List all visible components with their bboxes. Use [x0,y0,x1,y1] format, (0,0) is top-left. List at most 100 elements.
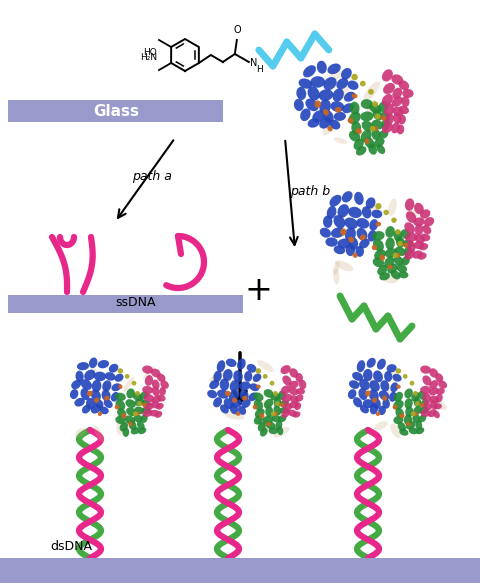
Ellipse shape [430,395,439,403]
Ellipse shape [211,370,227,383]
Ellipse shape [375,114,381,120]
Ellipse shape [310,90,328,100]
Ellipse shape [346,244,355,256]
Ellipse shape [142,403,146,408]
Text: path a: path a [132,170,172,183]
Ellipse shape [329,195,342,206]
Ellipse shape [394,392,403,402]
Ellipse shape [323,118,335,135]
Ellipse shape [430,399,447,410]
Ellipse shape [363,82,380,101]
Ellipse shape [282,375,291,385]
Ellipse shape [289,388,299,395]
Ellipse shape [369,219,378,231]
Ellipse shape [368,377,374,392]
Ellipse shape [387,387,394,398]
Ellipse shape [299,380,306,389]
Ellipse shape [263,416,273,424]
Ellipse shape [152,387,160,396]
Ellipse shape [256,368,261,374]
Ellipse shape [213,397,222,408]
Ellipse shape [319,99,331,114]
Ellipse shape [303,65,316,78]
Ellipse shape [118,384,122,389]
Ellipse shape [258,422,266,431]
Ellipse shape [258,419,271,427]
Ellipse shape [390,423,400,438]
Ellipse shape [226,359,237,367]
Ellipse shape [90,368,102,379]
Ellipse shape [401,96,409,107]
Ellipse shape [373,370,383,382]
Ellipse shape [382,122,393,133]
Ellipse shape [229,389,239,401]
Ellipse shape [269,427,278,434]
Ellipse shape [415,401,420,406]
Ellipse shape [225,412,245,420]
Ellipse shape [398,106,409,114]
Ellipse shape [378,406,386,415]
Ellipse shape [144,394,154,402]
Ellipse shape [384,257,395,268]
Ellipse shape [361,121,374,132]
Ellipse shape [142,366,153,374]
Ellipse shape [271,412,276,416]
Ellipse shape [104,396,109,401]
Ellipse shape [233,370,243,382]
Ellipse shape [372,231,384,241]
Ellipse shape [412,251,423,259]
Ellipse shape [210,373,219,382]
Ellipse shape [263,401,272,411]
Ellipse shape [345,227,356,241]
Ellipse shape [368,89,374,94]
Ellipse shape [420,233,430,241]
Ellipse shape [397,422,406,431]
Ellipse shape [406,211,416,223]
Ellipse shape [116,399,125,410]
Ellipse shape [244,371,252,382]
Ellipse shape [109,364,119,373]
Ellipse shape [391,217,397,223]
Ellipse shape [428,409,437,417]
Ellipse shape [101,384,110,396]
Ellipse shape [333,262,339,275]
Ellipse shape [398,271,408,278]
Ellipse shape [229,404,238,415]
Ellipse shape [126,388,135,398]
Ellipse shape [265,406,274,417]
Ellipse shape [340,229,347,236]
Ellipse shape [278,415,287,422]
Ellipse shape [414,203,424,214]
Ellipse shape [278,391,286,400]
Ellipse shape [238,406,246,415]
Ellipse shape [329,70,343,80]
Text: HO: HO [143,48,157,57]
Ellipse shape [151,368,161,377]
Ellipse shape [337,204,349,217]
Ellipse shape [396,408,404,419]
Ellipse shape [126,408,136,416]
Ellipse shape [353,397,362,408]
Ellipse shape [368,104,381,114]
Ellipse shape [413,406,422,415]
Ellipse shape [360,234,366,240]
Ellipse shape [384,274,398,283]
Ellipse shape [397,125,404,135]
Ellipse shape [384,371,392,382]
Ellipse shape [389,392,397,402]
Ellipse shape [273,391,278,396]
Ellipse shape [330,120,340,129]
Ellipse shape [94,399,104,409]
Text: ssDNA: ssDNA [115,296,156,309]
Ellipse shape [320,228,331,238]
Text: H: H [256,65,263,75]
Ellipse shape [405,406,413,417]
Ellipse shape [374,422,388,431]
Ellipse shape [396,253,400,258]
Ellipse shape [102,380,111,392]
Ellipse shape [325,237,338,247]
Ellipse shape [368,143,377,154]
Ellipse shape [87,391,93,396]
Ellipse shape [387,265,393,269]
Ellipse shape [257,360,274,372]
